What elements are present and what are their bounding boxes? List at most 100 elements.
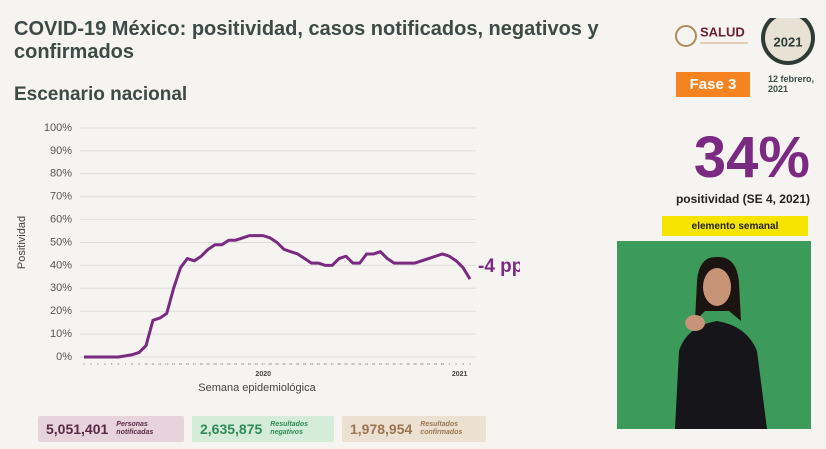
x-tick-label: 37 — [330, 362, 334, 366]
x-tick-label: 20 — [213, 362, 217, 366]
x-tick-label: 50 — [420, 362, 424, 366]
x-tick-label: 24 — [241, 362, 245, 366]
x-tick-label: 9 — [138, 362, 140, 366]
badge-inner — [765, 18, 811, 61]
y-tick-label: 90% — [50, 145, 72, 157]
x-tick-label: 44 — [379, 362, 383, 366]
x-axis-label: Semana epidemiológica — [198, 382, 316, 394]
data-line — [84, 234, 472, 359]
date: 12 febrero, 2021 — [768, 74, 815, 94]
x-tick-label: 17 — [193, 362, 197, 366]
x-tick-label: 51 — [427, 362, 431, 366]
x-tick-label: 36 — [324, 362, 328, 366]
stat-value: 5,051,401 — [46, 421, 109, 437]
slide-subtitle: Escenario nacional — [14, 84, 188, 105]
y-tick-label: 100% — [44, 122, 72, 134]
y-axis-label: Positividad — [16, 216, 28, 269]
x-tick-label: 46 — [393, 362, 397, 366]
x-tick-label: 38 — [337, 362, 341, 366]
stat-box: 2,635,875 Resultados negativos — [192, 416, 334, 442]
x-tick-label: 45 — [386, 362, 390, 366]
x-tick-label: 3 — [97, 362, 99, 366]
x-tick-label: 13 — [165, 362, 169, 366]
x-tick-label: 49 — [413, 362, 417, 366]
badge-year: 2021 — [774, 34, 803, 49]
x-tick-label: 29 — [275, 362, 279, 366]
phase-badge: Fase 3 — [676, 72, 750, 97]
y-tick-label: 30% — [50, 282, 72, 294]
x-tick-label: 41 — [358, 362, 362, 366]
person-body — [675, 321, 767, 429]
x-tick-label: 40 — [351, 362, 355, 366]
stat-label: Resultados confirmados — [420, 421, 463, 436]
weekly-tag: elemento semanal — [662, 216, 808, 236]
stat-value: 1,978,954 — [350, 421, 413, 437]
stat-label: Resultados negativos — [270, 421, 309, 436]
x-tick-label: 8 — [131, 362, 133, 366]
x-tick-label: 33 — [303, 362, 307, 366]
y-tick-label: 70% — [50, 191, 72, 203]
x-tick-label: 52 — [434, 362, 438, 366]
headline-caption: positividad (SE 4, 2021) — [675, 192, 810, 206]
logo-text: SALUD — [700, 24, 745, 39]
x-tick-label: 12 — [158, 362, 162, 366]
stat-label: Personas notificadas — [116, 421, 154, 436]
x-tick-label: 18 — [200, 362, 204, 366]
headline-value: 34% — [693, 125, 810, 190]
x-tick-label: 47 — [399, 362, 403, 366]
x-tick-label: 3 — [462, 362, 464, 366]
y-tick-label: 60% — [50, 214, 72, 226]
stat-box: 5,051,401 Personas notificadas — [38, 416, 184, 442]
y-tick-label: 80% — [50, 168, 72, 180]
x-tick-label: 2 — [90, 362, 92, 366]
stat-value: 2,635,875 — [200, 421, 263, 437]
x-tick-label: 31 — [289, 362, 293, 366]
stat-box: 1,978,954 Resultados confirmados — [342, 416, 486, 442]
x-tick-label: 10 — [144, 362, 148, 366]
y-tick-label: 0% — [56, 351, 72, 363]
interpreter-video — [617, 241, 811, 429]
y-tick-label: 20% — [50, 305, 72, 317]
y-tick-label: 40% — [50, 259, 72, 271]
x-tick-label: 11 — [151, 362, 154, 366]
x-tick-label: 4 — [104, 362, 106, 366]
x-tick-label: 35 — [317, 362, 321, 366]
x-tick-label: 43 — [372, 362, 376, 366]
x-tick-label: 21 — [220, 362, 224, 366]
x-tick-label: 14 — [172, 362, 176, 366]
x-tick-label: 34 — [310, 362, 314, 366]
logos: SALUD 2021 — [675, 18, 815, 65]
person-face-front — [703, 268, 731, 306]
x-tick-label: 5 — [111, 362, 113, 366]
y-tick-label: 10% — [50, 328, 72, 340]
x-tick-label: 27 — [262, 362, 266, 366]
year-label: 2020 — [255, 371, 271, 378]
x-tick-label: 39 — [344, 362, 348, 366]
x-tick-label: 48 — [406, 362, 410, 366]
x-tick-label: 25 — [248, 362, 252, 366]
x-tick-label: 6 — [118, 362, 120, 366]
slide-title: COVID-19 México: positividad, casos noti… — [14, 18, 599, 63]
x-tick-label: 16 — [186, 362, 190, 366]
x-tick-label: 53 — [441, 362, 445, 366]
x-tick-label: 42 — [365, 362, 369, 366]
x-tick-label: 22 — [227, 362, 231, 366]
x-tick-label: 23 — [234, 362, 238, 366]
x-tick-label: 19 — [206, 362, 210, 366]
x-tick-label: 2 — [455, 362, 457, 366]
logo-emblem — [675, 25, 697, 47]
x-tick-label: 7 — [125, 362, 127, 366]
annotation: -4 pp — [478, 256, 520, 277]
y-tick-label: 50% — [50, 236, 72, 248]
x-tick-label: 1 — [448, 362, 450, 366]
x-tick-label: 32 — [296, 362, 300, 366]
x-tick-label: 1 — [83, 362, 85, 366]
year-label: 2021 — [452, 371, 468, 378]
x-tick-label: 30 — [282, 362, 286, 366]
person-hand — [685, 315, 705, 331]
x-tick-label: 4 — [469, 362, 471, 366]
x-tick-label: 26 — [255, 362, 259, 366]
chart: 0% 10% 20% 30% 40% 50% 60% 70% 80% 90% 100% Positiv… — [16, 122, 520, 394]
x-tick-label: 15 — [179, 362, 183, 366]
